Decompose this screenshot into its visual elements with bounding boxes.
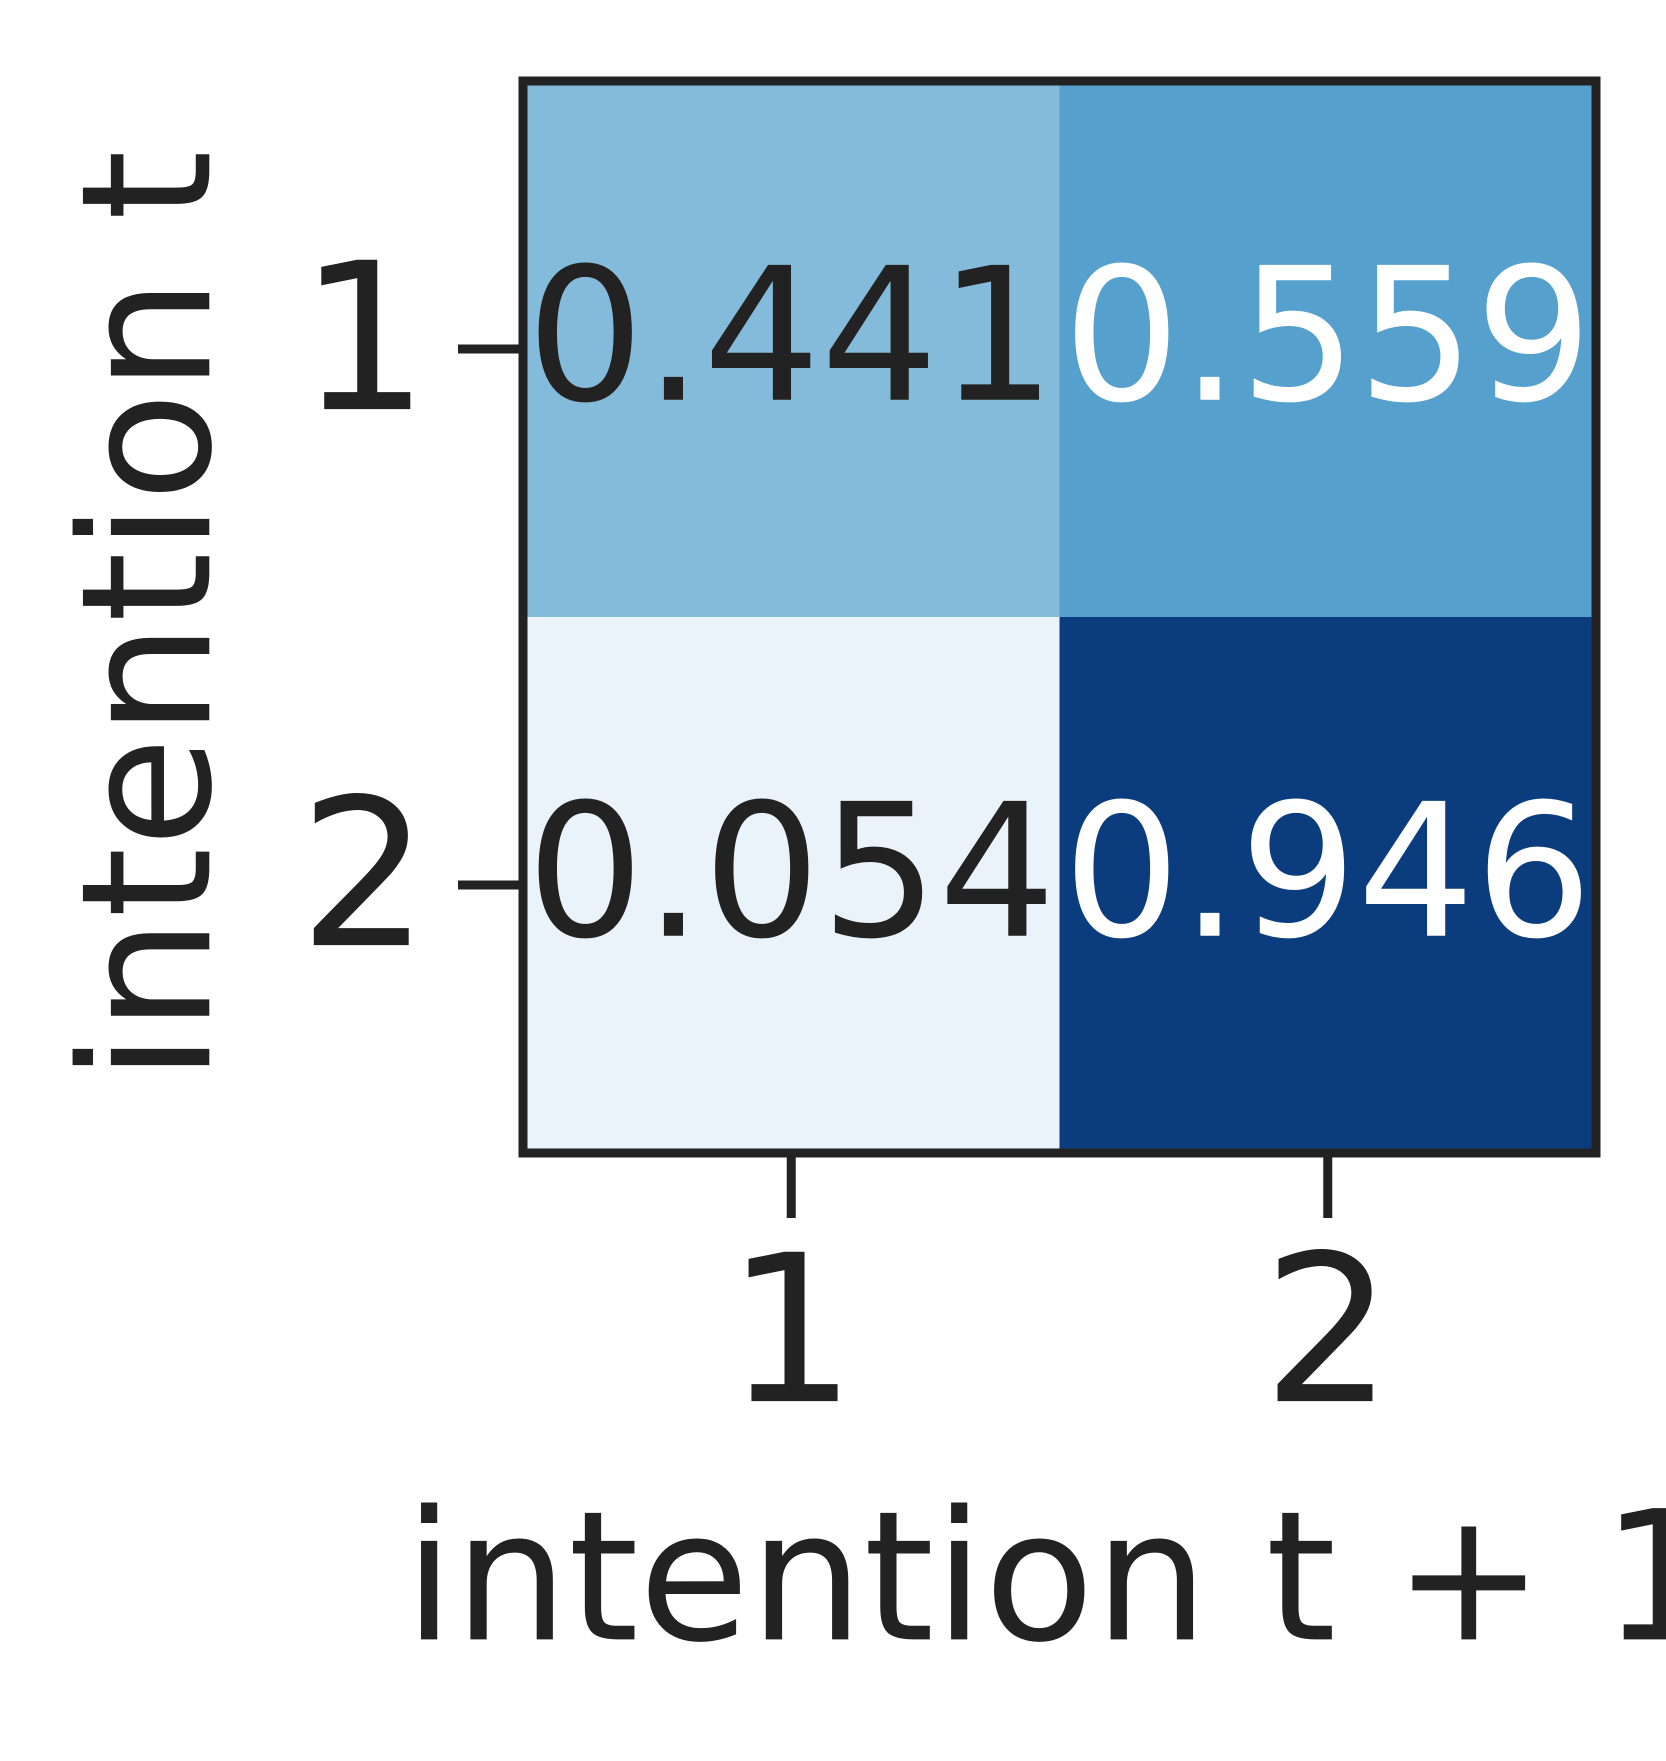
heatmap-cell xyxy=(1059,81,1596,617)
x-tick-label: 1 xyxy=(726,1212,856,1450)
cell-value-label: 0.054 xyxy=(526,764,1056,980)
x-axis-label: intention t + 1 xyxy=(404,1473,1666,1682)
heatmap-cell xyxy=(523,617,1060,1153)
cell-value-label: 0.559 xyxy=(1063,228,1593,444)
plot-frame xyxy=(518,76,1601,1158)
cell-value-label: 0.441 xyxy=(526,228,1056,444)
y-tick-label: 1 xyxy=(299,220,429,458)
x-tick-label: 2 xyxy=(1263,1212,1393,1450)
heatmap-cell xyxy=(1059,617,1596,1153)
y-tick-label: 2 xyxy=(299,756,429,994)
heatmap-cell xyxy=(523,81,1060,617)
cell-value-label: 0.946 xyxy=(1063,764,1593,980)
y-axis-label: intention t xyxy=(43,150,252,1082)
